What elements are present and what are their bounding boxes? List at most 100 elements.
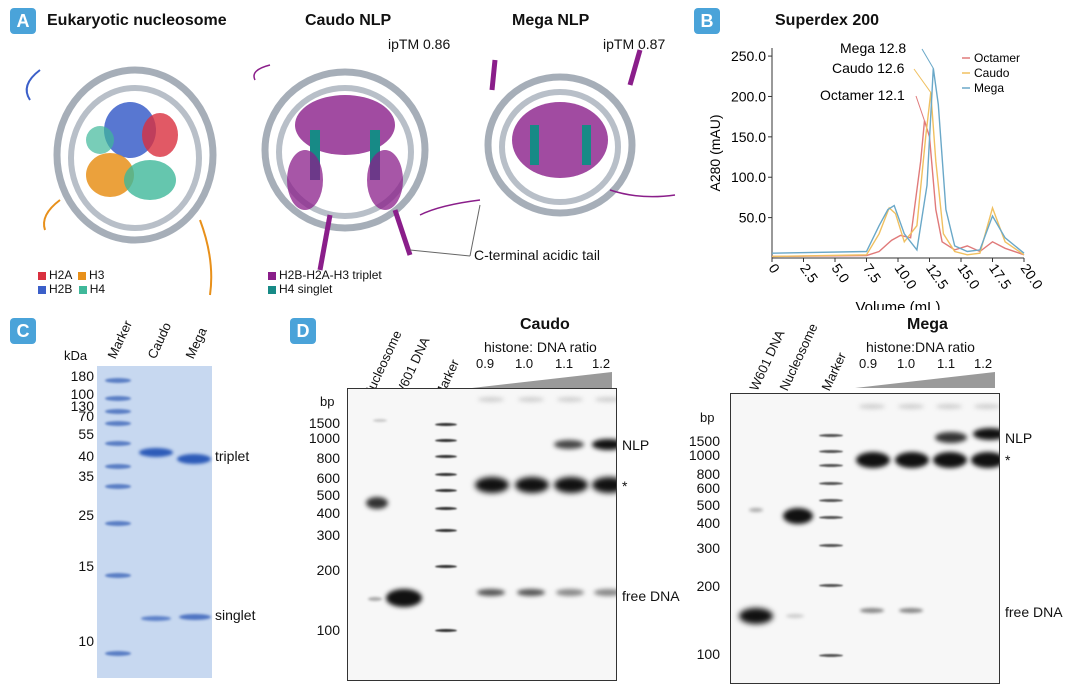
caudo-asterisk-label: * bbox=[622, 478, 628, 494]
marker-size-label: 100 bbox=[696, 646, 720, 662]
triplet-label: triplet bbox=[215, 448, 250, 464]
marker-band bbox=[105, 651, 131, 656]
marker-size-label: 500 bbox=[316, 487, 340, 503]
lane-label-mega: Mega bbox=[182, 325, 210, 361]
marker-band bbox=[105, 409, 131, 414]
marker-band bbox=[105, 421, 131, 426]
caudo-free-dna-label: free DNA bbox=[622, 588, 680, 604]
marker-band bbox=[105, 441, 131, 446]
mega-lane-marker: Marker bbox=[818, 349, 850, 393]
caudo-nlp-label: NLP bbox=[622, 437, 650, 453]
marker-band bbox=[435, 529, 457, 532]
caudo-nlp-structure bbox=[253, 64, 429, 271]
complex-band bbox=[475, 477, 509, 493]
mega-triplet-band bbox=[177, 454, 211, 464]
marker-band bbox=[105, 396, 131, 401]
marker-size-label: 10 bbox=[78, 633, 94, 649]
complex-band bbox=[895, 452, 929, 468]
marker-size-label: 35 bbox=[78, 468, 94, 484]
well-smear bbox=[974, 404, 999, 409]
caudo-iptm: ipTM 0.86 bbox=[388, 36, 451, 52]
x-tick-label: 5.0 bbox=[829, 261, 853, 286]
caudo-nlp-title: Caudo NLP bbox=[305, 12, 392, 29]
y-axis-label: A280 (mAU) bbox=[707, 114, 723, 191]
legend-label-h2b: H2B bbox=[49, 282, 73, 296]
sds-page-gel bbox=[97, 366, 212, 678]
caudo-ratio-1: 1.0 bbox=[515, 356, 534, 371]
marker-size-label: 180 bbox=[70, 368, 94, 384]
caudo-gel-title: Caudo bbox=[520, 316, 570, 333]
marker-band bbox=[105, 521, 131, 526]
mega-gel-title: Mega bbox=[907, 316, 948, 333]
well-smear bbox=[936, 404, 962, 409]
y-tick-label: 50.0 bbox=[739, 210, 766, 226]
legend-label-h3: H3 bbox=[89, 268, 105, 282]
legend-swatch-singlet bbox=[268, 285, 276, 294]
legend-swatch-h4 bbox=[78, 285, 87, 294]
marker-size-label: 1500 bbox=[688, 433, 720, 449]
marker-band bbox=[105, 484, 131, 489]
legend-row: H2B H4 bbox=[38, 282, 105, 296]
marker-band bbox=[105, 573, 131, 578]
w601-faint-band bbox=[749, 508, 763, 512]
nucleosome-band bbox=[366, 497, 388, 509]
marker-size-label: 400 bbox=[696, 515, 720, 531]
marker-size-label: 200 bbox=[696, 578, 720, 594]
well-smear bbox=[557, 397, 583, 402]
y-tick-label: 150.0 bbox=[731, 129, 766, 145]
legend-label-h4: H4 bbox=[89, 282, 106, 296]
mega-nlp-label: NLP bbox=[1005, 430, 1033, 446]
marker-band bbox=[435, 565, 457, 568]
marker-size-label: 40 bbox=[78, 448, 94, 464]
mega-ratio-label: histone:DNA ratio bbox=[866, 339, 975, 355]
mega-ratio-0: 0.9 bbox=[859, 356, 878, 371]
marker-band bbox=[819, 544, 843, 547]
mega-iptm: ipTM 0.87 bbox=[603, 36, 666, 52]
nlp-band bbox=[554, 440, 584, 449]
free-dna-band bbox=[517, 589, 545, 596]
singlet-label: singlet bbox=[215, 607, 256, 623]
w601-dna-band bbox=[739, 608, 773, 624]
free-dna-band bbox=[477, 589, 505, 596]
legend-swatch-h3 bbox=[78, 271, 87, 280]
mega-bp-unit: bp bbox=[700, 410, 715, 425]
caudo-bp-unit: bp bbox=[320, 394, 335, 409]
mega-ratio-2: 1.1 bbox=[937, 356, 956, 371]
marker-size-label: 1000 bbox=[308, 430, 340, 446]
legend-row: H4 singlet bbox=[268, 282, 382, 296]
panel-b-letter: B bbox=[694, 8, 720, 34]
marker-size-label: 130 bbox=[70, 398, 94, 414]
marker-band bbox=[435, 507, 457, 510]
complex-band bbox=[592, 477, 616, 493]
caudo-triplet-band bbox=[139, 448, 173, 457]
nucleosome-free-dna-band bbox=[368, 597, 382, 601]
marker-size-label: 400 bbox=[316, 505, 340, 521]
caudo-native-gel bbox=[347, 388, 617, 681]
marker-band bbox=[819, 434, 843, 437]
mega-asterisk-label: * bbox=[1005, 452, 1011, 468]
marker-size-label: 300 bbox=[316, 527, 340, 543]
nlp-band bbox=[592, 439, 616, 450]
histone-legend: H2A H3 H2B H4 bbox=[38, 268, 105, 296]
x-axis-label: Volume (mL) bbox=[855, 299, 940, 310]
free-dna-band bbox=[556, 589, 584, 596]
x-tick-label: 17.5 bbox=[986, 261, 1015, 293]
peak-annotation: Octamer 12.1 bbox=[820, 87, 905, 103]
lane-label-marker: Marker bbox=[104, 317, 136, 361]
marker-size-label: 500 bbox=[696, 497, 720, 513]
marker-size-label: 100 bbox=[316, 622, 340, 638]
w601-dna-band bbox=[386, 589, 422, 607]
nucleosome-title: Eukaryotic nucleosome bbox=[47, 12, 227, 29]
marker-band bbox=[435, 423, 457, 426]
x-tick-label: 15.0 bbox=[955, 261, 984, 293]
marker-size-label: 100 bbox=[70, 386, 94, 402]
y-tick-label: 200.0 bbox=[731, 88, 766, 104]
mega-nlp-structure bbox=[419, 49, 676, 217]
peak-leader-line bbox=[915, 95, 925, 121]
free-dna-band bbox=[594, 589, 616, 596]
marker-size-label: 55 bbox=[78, 426, 94, 442]
y-tick-label: 100.0 bbox=[731, 169, 766, 185]
marker-band bbox=[435, 489, 457, 492]
marker-size-label: 70 bbox=[78, 408, 94, 424]
complex-band bbox=[856, 452, 890, 468]
